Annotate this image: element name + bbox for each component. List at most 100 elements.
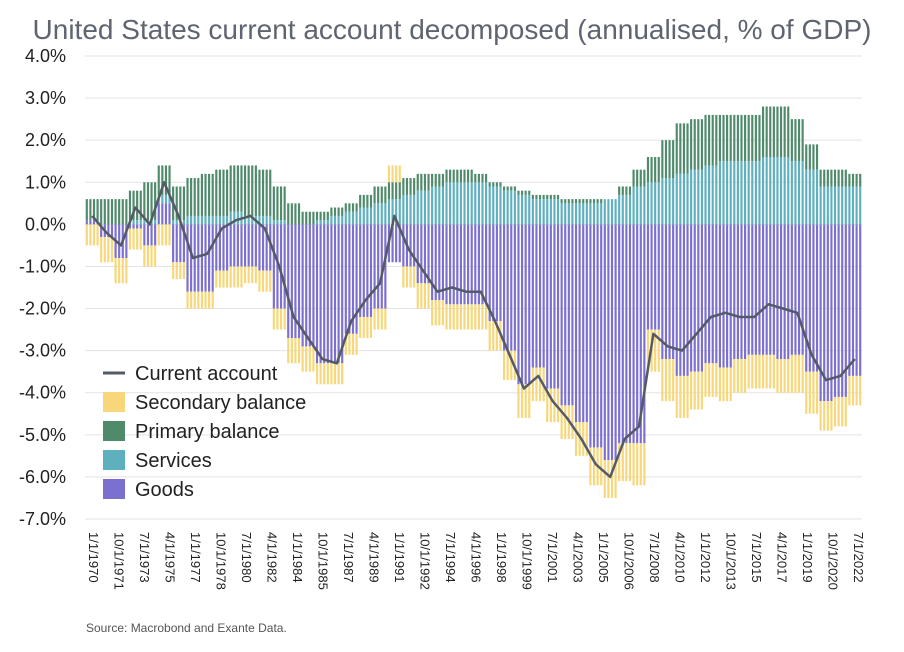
- bar-secondary-balance: [279, 308, 283, 330]
- bar-primary-balance: [520, 190, 524, 195]
- bar-secondary-balance: [657, 329, 660, 372]
- bar-secondary-balance: [837, 396, 840, 427]
- bar-primary-balance: [355, 203, 358, 212]
- bar-secondary-balance: [384, 308, 387, 330]
- bar-services: [844, 186, 847, 225]
- bar-secondary-balance: [182, 262, 186, 280]
- bar-goods: [351, 224, 355, 334]
- bar-primary-balance: [542, 194, 545, 200]
- bar-goods: [851, 224, 855, 376]
- bar-primary-balance: [801, 119, 804, 162]
- bar-services: [510, 190, 513, 225]
- bar-services: [226, 215, 229, 225]
- bar-primary-balance: [718, 114, 721, 162]
- bar-secondary-balance: [161, 224, 164, 246]
- bar-primary-balance: [308, 211, 311, 225]
- bar-services: [470, 182, 473, 225]
- bar-secondary-balance: [823, 401, 826, 431]
- bar-services: [172, 220, 175, 225]
- bar-goods: [377, 224, 380, 309]
- bar-primary-balance: [506, 186, 509, 191]
- bar-primary-balance: [596, 199, 599, 204]
- legend: Current account Secondary balance Primary …: [103, 363, 306, 501]
- bar-primary-balance: [758, 114, 761, 162]
- bar-services: [697, 169, 700, 225]
- bar-primary-balance: [628, 186, 632, 195]
- bar-services: [218, 215, 221, 225]
- bar-secondary-balance: [718, 367, 721, 402]
- bar-primary-balance: [164, 165, 168, 195]
- bar-primary-balance: [377, 186, 380, 204]
- bar-services: [427, 190, 430, 225]
- bar-goods: [744, 224, 747, 360]
- bar-services: [718, 161, 721, 225]
- bar-services: [531, 199, 534, 225]
- bar-goods: [172, 224, 175, 263]
- bar-primary-balance: [535, 194, 538, 200]
- bar-goods: [650, 224, 653, 330]
- bar-services: [384, 203, 387, 225]
- bar-primary-balance: [851, 173, 855, 187]
- bar-goods: [197, 224, 200, 292]
- bar-secondary-balance: [103, 236, 106, 263]
- bar-services: [413, 194, 416, 225]
- bar-services: [441, 186, 445, 225]
- bar-secondary-balance: [675, 375, 678, 418]
- bar-goods: [474, 224, 477, 305]
- bar-primary-balance: [477, 173, 480, 183]
- bar-secondary-balance: [510, 350, 513, 381]
- bar-goods: [463, 224, 466, 305]
- bar-goods: [812, 224, 815, 372]
- bar-goods: [578, 224, 581, 423]
- bar-goods: [164, 203, 168, 225]
- bar-primary-balance: [233, 165, 236, 212]
- bar-goods: [110, 224, 114, 237]
- bar-primary-balance: [405, 178, 409, 195]
- bar-secondary-balance: [366, 316, 369, 339]
- bar-secondary-balance: [819, 401, 822, 431]
- bar-secondary-balance: [193, 291, 196, 309]
- bar-primary-balance: [636, 169, 639, 187]
- bar-goods: [596, 224, 599, 448]
- bar-primary-balance: [301, 211, 304, 225]
- bar-goods: [513, 224, 516, 351]
- bar-primary-balance: [380, 186, 383, 204]
- bar-services: [236, 211, 239, 225]
- x-tick-label: 7/1/1973: [137, 532, 152, 583]
- bar-secondary-balance: [395, 165, 398, 183]
- x-tick-label: 10/1/1985: [316, 532, 331, 590]
- bar-secondary-balance: [704, 363, 707, 397]
- bar-primary-balance: [848, 173, 851, 187]
- bar-goods: [287, 224, 290, 339]
- bar-goods: [265, 224, 268, 271]
- bar-primary-balance: [812, 144, 815, 170]
- bar-secondary-balance: [398, 165, 401, 183]
- bar-secondary-balance: [136, 228, 139, 250]
- bar-goods: [236, 224, 239, 267]
- bar-services: [830, 186, 833, 225]
- bar-goods: [582, 224, 585, 423]
- bar-goods: [416, 224, 419, 284]
- bar-secondary-balance: [337, 363, 340, 385]
- bar-services: [614, 199, 617, 225]
- bar-secondary-balance: [654, 329, 657, 372]
- bar-goods: [438, 224, 441, 301]
- legend-swatch: [103, 479, 125, 499]
- bar-services: [495, 186, 498, 225]
- bar-secondary-balance: [200, 291, 203, 309]
- x-tick-label: 1/1/1970: [86, 532, 101, 583]
- bar-secondary-balance: [416, 283, 419, 309]
- bar-secondary-balance: [531, 367, 534, 402]
- bar-services: [467, 182, 470, 225]
- x-tick-label: 4/1/2003: [571, 532, 586, 583]
- bar-secondary-balance: [107, 236, 110, 263]
- bar-services: [589, 203, 592, 225]
- bar-goods: [510, 224, 513, 351]
- bar-primary-balance: [323, 211, 326, 221]
- bar-primary-balance: [495, 182, 498, 187]
- bar-secondary-balance: [812, 371, 815, 414]
- bar-services: [625, 194, 628, 225]
- bar-goods: [218, 224, 221, 271]
- bar-primary-balance: [132, 190, 135, 221]
- bar-secondary-balance: [319, 363, 322, 385]
